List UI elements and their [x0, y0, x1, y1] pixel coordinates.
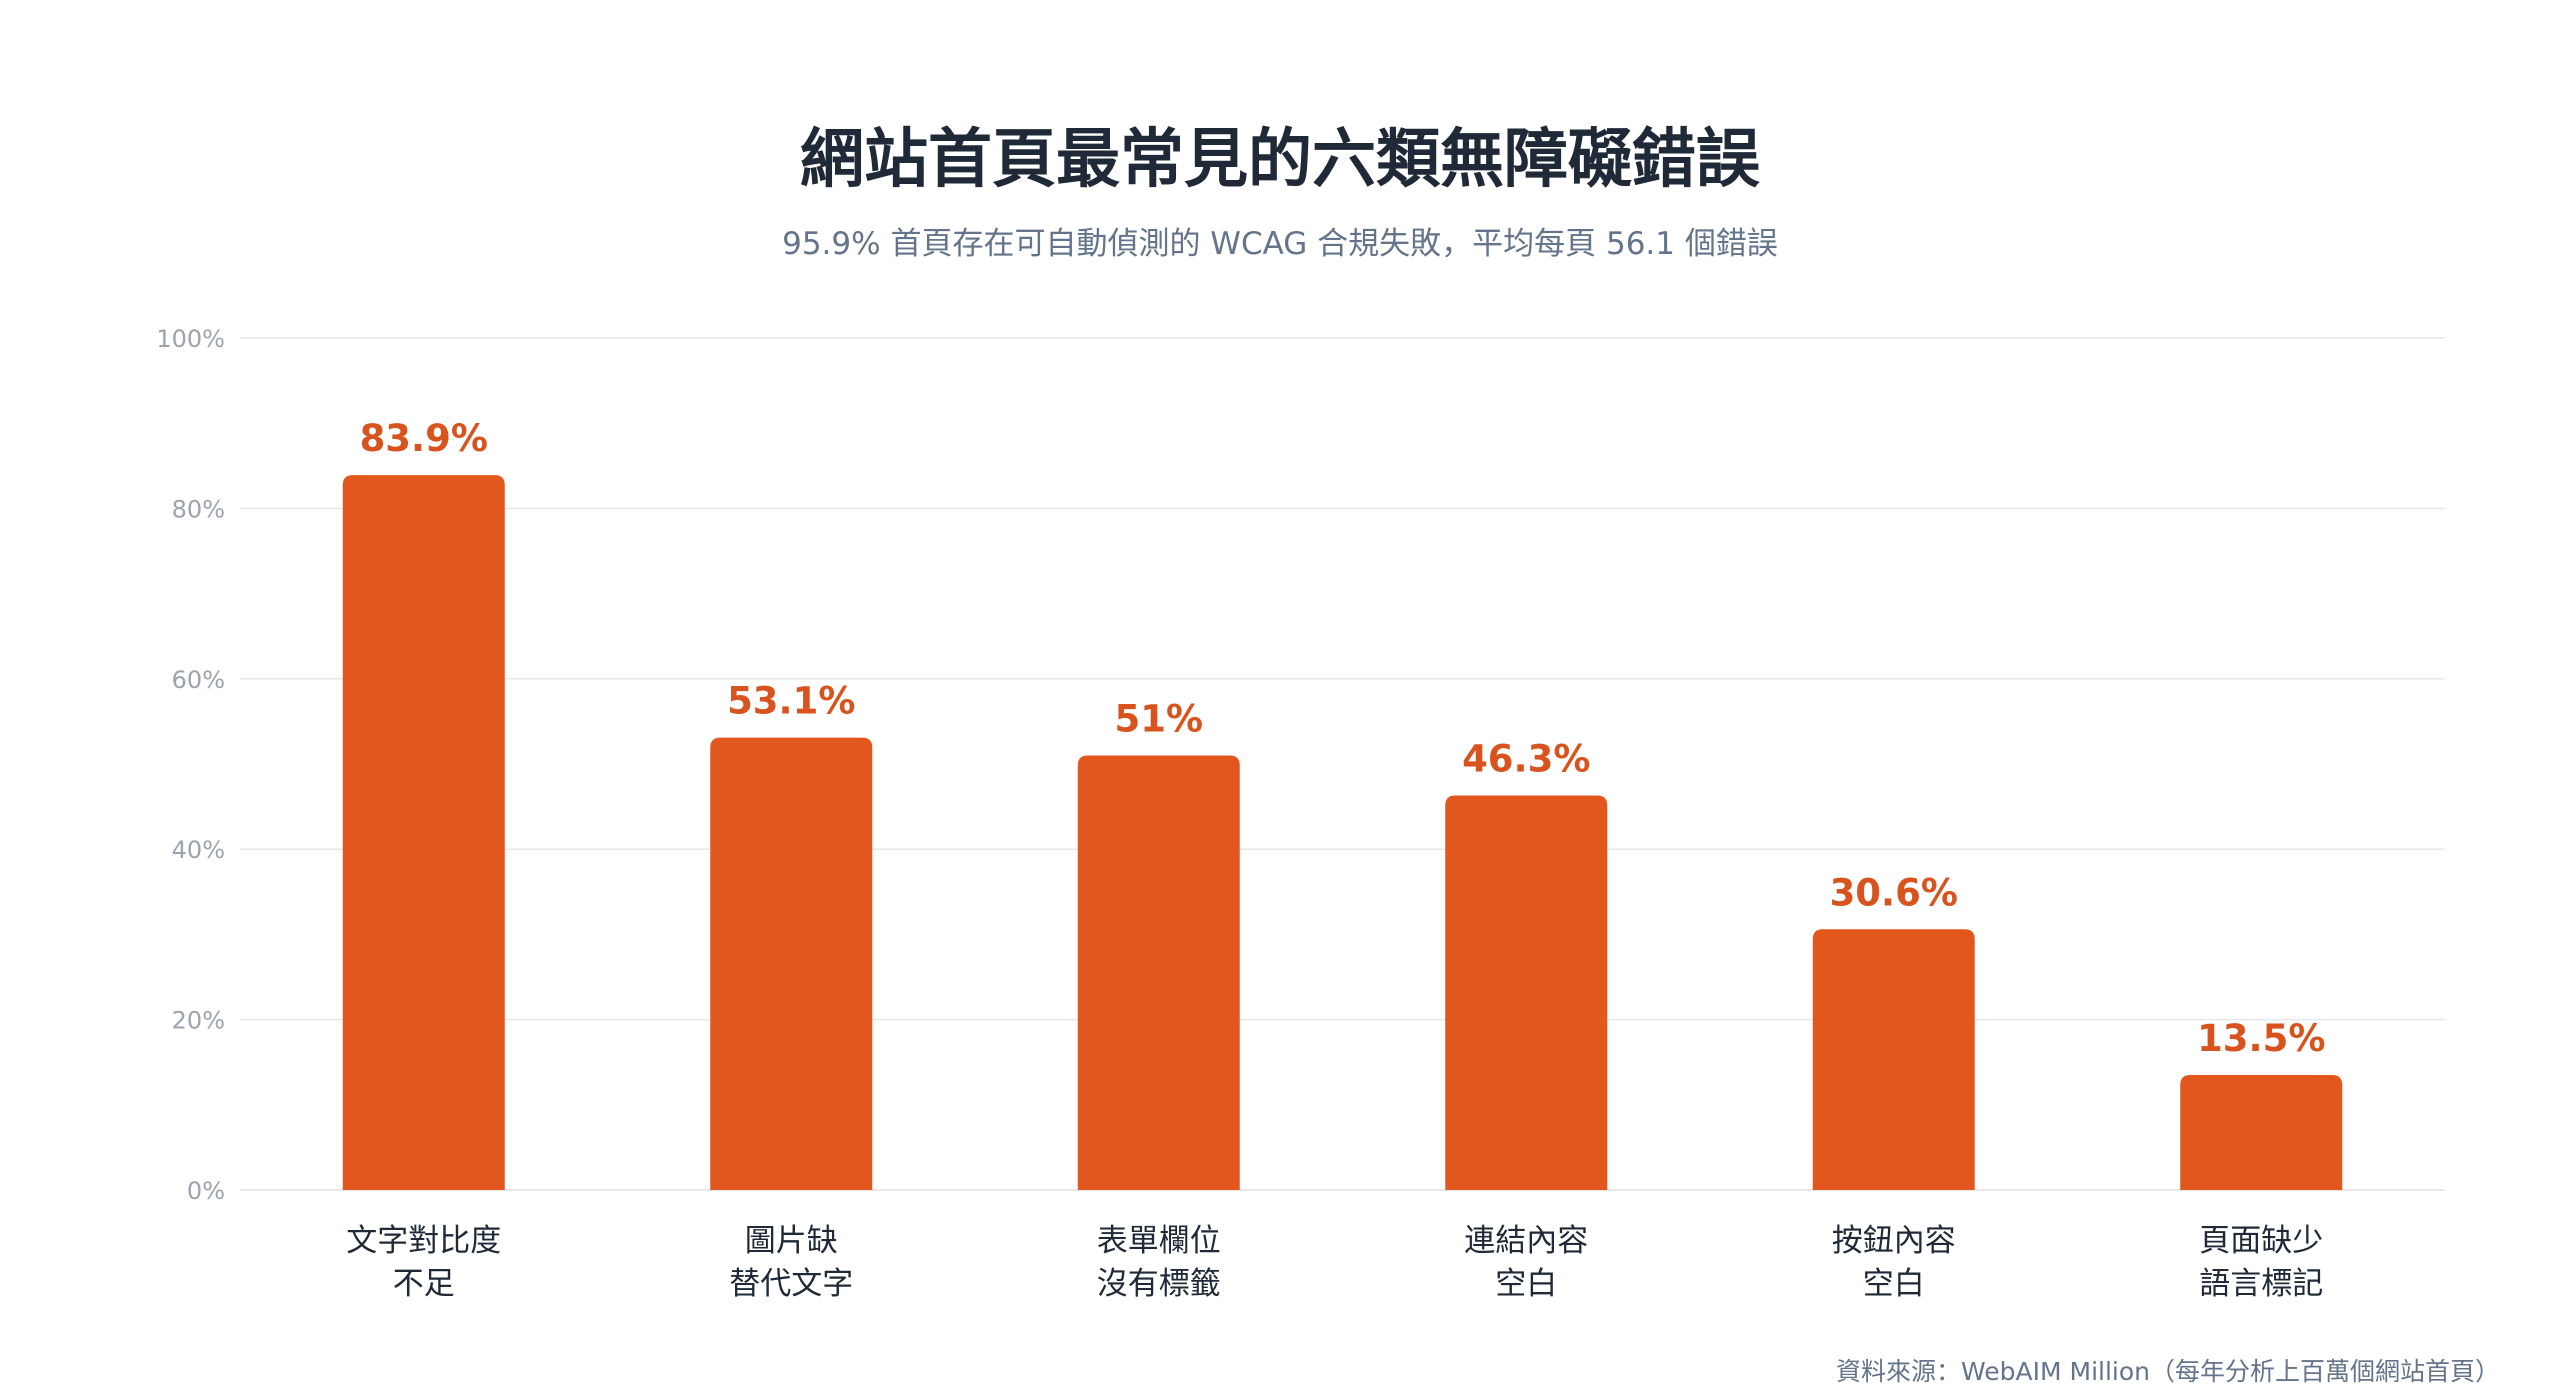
data-label: 51% [1114, 697, 1203, 740]
y-tick-label: 20% [172, 1007, 225, 1035]
bar [1812, 929, 1975, 1190]
data-label: 83.9% [360, 417, 488, 460]
x-tick-label: 表單欄位 [1097, 1223, 1221, 1259]
x-tick-label: 語言標記 [2199, 1266, 2323, 1302]
chart-title: 網站首頁最常見的六類無障礙錯誤 [800, 123, 1760, 197]
source-note: 資料來源：WebAIM Million（每年分析上百萬個網站首頁） [1836, 1357, 2500, 1386]
bar [342, 475, 505, 1190]
x-tick-label: 圖片缺 [745, 1223, 838, 1259]
y-tick-label: 80% [172, 495, 225, 523]
y-tick-label: 60% [172, 666, 225, 694]
x-tick-label: 替代文字 [729, 1266, 853, 1302]
y-tick-label: 0% [187, 1177, 225, 1205]
bar [1445, 795, 1608, 1190]
y-tick-label: 40% [172, 836, 225, 864]
bar [2180, 1074, 2343, 1190]
x-tick-label: 沒有標籤 [1097, 1266, 1221, 1302]
x-tick-label: 按鈕內容 [1832, 1223, 1956, 1259]
bar [710, 737, 873, 1190]
y-tick-label: 100% [156, 325, 225, 353]
data-label: 53.1% [727, 680, 855, 723]
data-label: 30.6% [1830, 871, 1958, 914]
data-label: 46.3% [1462, 738, 1590, 781]
x-tick-label: 文字對比度 [346, 1223, 501, 1259]
chart-subtitle: 95.9% 首頁存在可自動偵測的 WCAG 合規失敗，平均每頁 56.1 個錯誤 [782, 226, 1778, 262]
bar [1077, 755, 1240, 1190]
x-tick-label: 不足 [393, 1266, 455, 1302]
x-tick-label: 頁面缺少 [2199, 1223, 2323, 1259]
x-tick-label: 連結內容 [1464, 1223, 1588, 1259]
data-label: 13.5% [2197, 1017, 2325, 1060]
x-tick-label: 空白 [1863, 1266, 1925, 1302]
x-tick-label: 空白 [1495, 1266, 1557, 1302]
